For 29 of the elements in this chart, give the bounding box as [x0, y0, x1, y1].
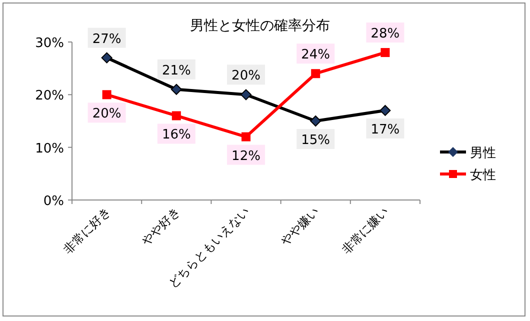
point [240, 89, 252, 100]
data-label: 15% [301, 133, 330, 148]
x-tick-label: やや嫌い [278, 204, 322, 248]
data-label: 17% [370, 122, 400, 138]
data-label: 21% [162, 63, 191, 78]
y-tick-label: 10% [35, 141, 64, 156]
x-tick-label: やや好き [138, 204, 183, 248]
point [101, 52, 112, 64]
legend-label: 女性 [470, 168, 496, 183]
data-label: 28% [370, 26, 400, 42]
point [311, 69, 320, 78]
x-tick-label: 非常に嫌い [338, 204, 392, 257]
point [380, 48, 390, 58]
point [380, 104, 391, 116]
point [242, 132, 250, 142]
data-label: 12% [232, 148, 260, 164]
data-label: 20% [92, 106, 122, 122]
data-label: 24% [301, 48, 330, 63]
point [172, 111, 181, 120]
chart-title: 男性と女性の確率分布 [190, 18, 330, 34]
data-label: 27% [92, 32, 122, 47]
y-tick-label: 20% [35, 88, 64, 104]
point [170, 84, 182, 95]
legend-label: 男性 [470, 146, 496, 161]
y-tick-label: 30% [35, 36, 64, 51]
data-label: 20% [232, 68, 260, 84]
point [102, 90, 112, 100]
data-label: 16% [162, 128, 191, 143]
point [310, 116, 322, 126]
